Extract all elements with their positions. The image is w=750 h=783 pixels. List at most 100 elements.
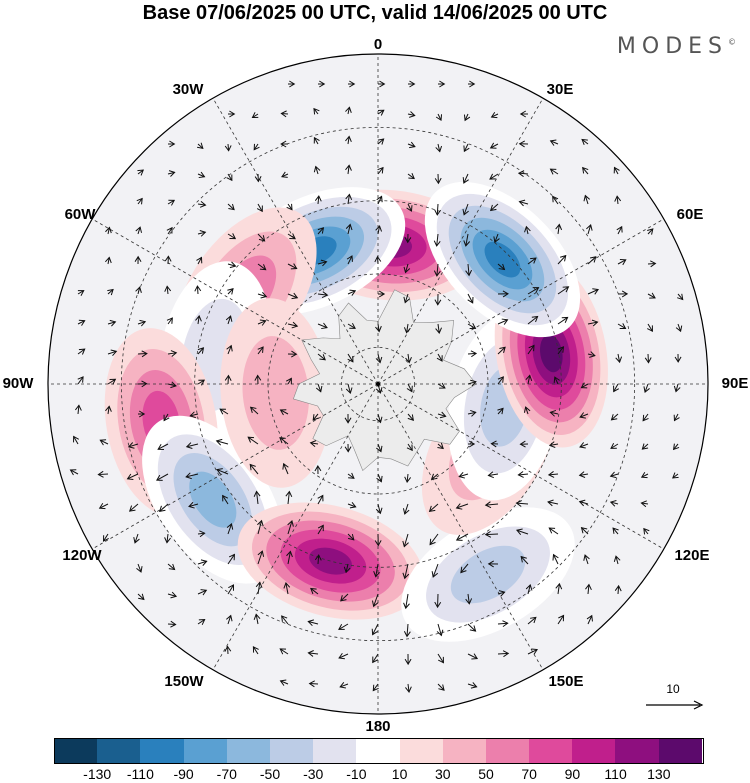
wind-arrow-head — [259, 319, 267, 326]
wind-arrow — [527, 649, 538, 655]
wind-arrow — [485, 503, 499, 506]
wind-arrow-head — [621, 290, 629, 298]
wind-arrow-head — [253, 143, 260, 151]
wind-arrow-head — [198, 619, 206, 626]
wind-arrow — [549, 443, 559, 446]
wind-arrow — [197, 379, 205, 385]
wind-arrow-head — [194, 285, 202, 292]
wind-arrow — [347, 136, 350, 145]
wind-arrow-head — [260, 291, 268, 299]
wind-arrow-head — [170, 350, 178, 357]
wind-arrow — [317, 227, 324, 235]
longitude-gridline — [377, 383, 664, 550]
wind-arrow-head — [279, 679, 287, 686]
wind-arrow-head — [136, 566, 143, 573]
wind-arrow — [518, 473, 529, 476]
wind-arrow — [347, 290, 356, 295]
wind-arrow — [456, 503, 469, 509]
colorbar-swatch — [442, 738, 486, 764]
wind-arrow-head — [137, 169, 145, 176]
anomaly-contour — [309, 547, 352, 575]
wind-arrow-head — [463, 145, 470, 153]
wind-arrow-head — [517, 170, 525, 178]
wind-arrow — [497, 591, 505, 595]
wind-arrow — [345, 563, 349, 573]
wind-arrow — [227, 584, 234, 595]
wind-arrow — [308, 621, 319, 625]
wind-arrow — [432, 563, 439, 578]
wind-arrow-head — [471, 653, 479, 660]
wind-arrow-head — [465, 598, 473, 605]
wind-arrow-head — [463, 114, 471, 122]
wind-arrow-head — [402, 572, 410, 580]
wind-arrow — [373, 593, 379, 607]
wind-arrow-head — [499, 346, 506, 353]
wind-arrow — [257, 520, 263, 535]
wind-arrow-head — [580, 526, 588, 534]
wind-arrow-head — [531, 648, 538, 655]
wind-arrow-head — [225, 315, 233, 322]
wind-arrow-head — [428, 505, 436, 513]
wind-arrow-head — [641, 443, 649, 450]
wind-arrow-head — [105, 405, 112, 412]
wind-arrow-head — [348, 472, 355, 479]
wind-arrow — [137, 593, 145, 600]
wind-arrow-head — [283, 582, 291, 589]
longitude-gridline — [377, 383, 544, 670]
wind-arrow-head — [196, 256, 203, 264]
wind-arrow — [137, 169, 144, 175]
wind-arrow-head — [77, 290, 85, 296]
wind-arrow-head — [164, 537, 171, 544]
wind-arrow-head — [405, 686, 412, 694]
wind-arrow — [579, 473, 589, 476]
wind-arrow — [406, 623, 409, 637]
wind-arrow-head — [107, 288, 114, 296]
wind-arrow-head — [338, 652, 345, 660]
longitude-gridline — [377, 218, 664, 385]
wind-arrow — [613, 383, 619, 392]
wind-arrow — [127, 473, 139, 480]
wind-arrow-head — [673, 385, 681, 393]
wind-arrow — [219, 408, 229, 415]
reference-vector-label: 10 — [666, 682, 680, 696]
wind-arrow-head — [530, 257, 537, 264]
wind-arrow — [557, 317, 568, 325]
wind-arrow-head — [548, 441, 556, 448]
wind-arrow — [407, 443, 413, 451]
wind-arrow-head — [229, 261, 237, 269]
wind-arrow-head — [552, 553, 559, 561]
wind-arrow — [77, 376, 84, 385]
map-title: Base 07/06/2025 00 UTC, valid 14/06/2025… — [142, 2, 608, 24]
wind-arrow-head — [619, 259, 627, 266]
wind-arrow — [285, 582, 289, 595]
wind-arrow-head — [518, 140, 526, 148]
wind-arrow — [557, 615, 564, 625]
wind-arrow-head — [609, 499, 617, 507]
wind-arrow-head — [489, 173, 496, 180]
wind-arrow-head — [613, 555, 621, 562]
wind-arrow-head — [280, 110, 287, 118]
wind-arrow-head — [375, 416, 383, 424]
wind-arrow-head — [226, 174, 233, 182]
wind-arrow-head — [77, 376, 84, 383]
wind-arrow — [407, 143, 416, 148]
wind-arrow — [407, 113, 415, 117]
wind-arrow — [557, 224, 560, 235]
wind-arrow-head — [375, 225, 383, 232]
wind-arrow-head — [313, 107, 320, 115]
wind-arrow — [467, 593, 470, 604]
longitude-label: 150E — [548, 673, 584, 690]
wind-arrow — [377, 225, 381, 235]
reference-vector-arrow-icon — [646, 700, 704, 710]
longitude-label: 30W — [172, 81, 204, 98]
wind-arrow-head — [403, 327, 411, 334]
wind-arrow — [252, 113, 259, 118]
wind-arrow-head — [255, 581, 263, 588]
wind-arrow — [587, 584, 590, 595]
wind-arrow — [227, 315, 232, 325]
latitude-gridline — [120, 126, 636, 642]
wind-arrow-head — [530, 616, 537, 624]
wind-arrow-head — [674, 356, 682, 363]
wind-arrow-head — [438, 684, 445, 691]
wind-arrow — [281, 112, 289, 115]
